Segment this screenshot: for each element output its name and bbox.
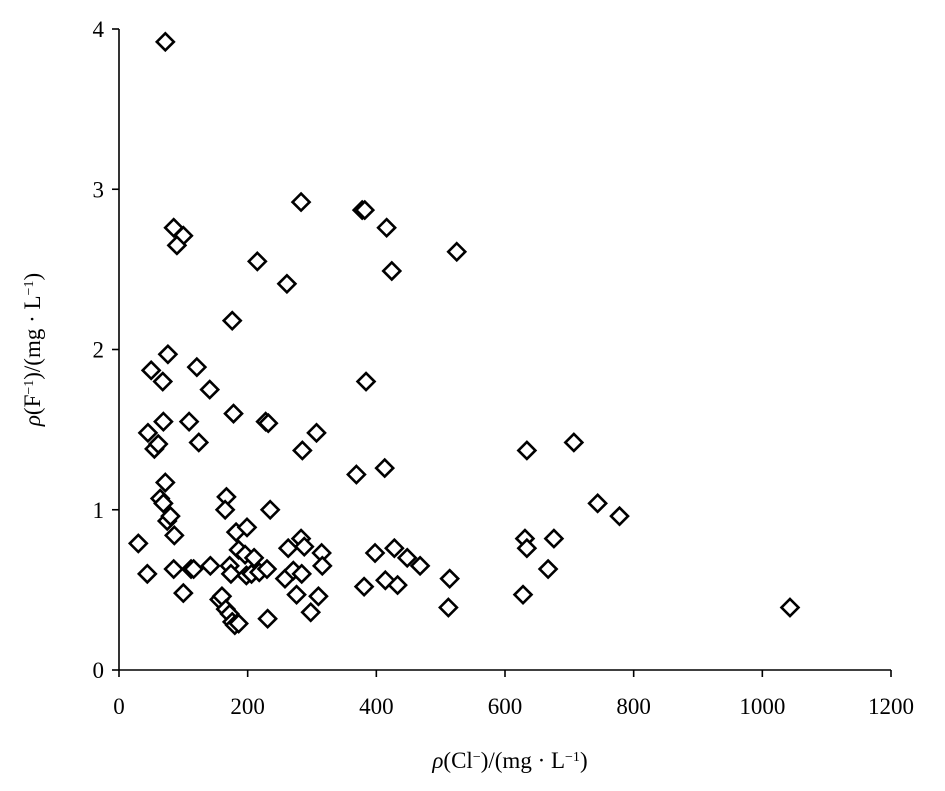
x-label-unit-superscript: −1 bbox=[565, 750, 580, 765]
data-point bbox=[364, 542, 386, 564]
data-point bbox=[438, 597, 459, 618]
y-label-unit: )/(mg · L bbox=[20, 295, 45, 379]
y-tick-label: 4 bbox=[93, 17, 105, 42]
data-point bbox=[236, 517, 258, 538]
y-label-superscript: −1 bbox=[22, 380, 37, 395]
data-point bbox=[166, 234, 188, 256]
data-point bbox=[609, 505, 630, 527]
y-label-part: (F bbox=[20, 395, 45, 415]
x-tick-label: 200 bbox=[230, 694, 265, 719]
data-point bbox=[221, 310, 243, 331]
y-label-symbol: ρ bbox=[20, 415, 45, 427]
data-point bbox=[563, 432, 585, 453]
data-point bbox=[381, 260, 403, 282]
data-point bbox=[256, 558, 278, 580]
data-point bbox=[157, 343, 179, 365]
x-tick-label: 0 bbox=[113, 694, 125, 719]
data-point bbox=[257, 608, 278, 630]
data-point bbox=[127, 533, 149, 554]
data-point bbox=[384, 537, 405, 559]
data-point bbox=[387, 574, 408, 596]
data-point bbox=[183, 558, 204, 580]
data-point bbox=[147, 433, 169, 455]
y-tick-label: 2 bbox=[93, 338, 105, 363]
data-point bbox=[374, 457, 396, 479]
data-point bbox=[277, 537, 299, 559]
data-point bbox=[291, 563, 313, 585]
data-point bbox=[172, 582, 194, 604]
data-point bbox=[396, 547, 418, 569]
data-point bbox=[154, 31, 176, 53]
data-point bbox=[306, 422, 327, 444]
data-point bbox=[214, 499, 236, 521]
data-point bbox=[376, 217, 397, 239]
y-tick-label: 3 bbox=[93, 177, 105, 202]
data-point bbox=[516, 537, 538, 559]
data-point bbox=[160, 505, 181, 527]
data-point bbox=[346, 464, 367, 485]
data-point bbox=[409, 555, 431, 577]
data-point bbox=[220, 563, 242, 585]
y-tick-label: 1 bbox=[93, 498, 105, 523]
data-point bbox=[259, 499, 281, 521]
data-point bbox=[446, 241, 468, 263]
data-point bbox=[290, 191, 312, 213]
data-point bbox=[512, 584, 534, 606]
data-point bbox=[257, 412, 279, 434]
x-tick-label: 1200 bbox=[868, 694, 914, 719]
data-point bbox=[246, 251, 268, 272]
data-point bbox=[178, 411, 200, 432]
data-point bbox=[587, 493, 608, 514]
data-point bbox=[543, 528, 565, 549]
x-label-symbol: ρ bbox=[431, 748, 443, 773]
data-point bbox=[154, 472, 176, 493]
data-point bbox=[199, 379, 221, 400]
data-points bbox=[127, 31, 801, 636]
data-point bbox=[537, 558, 559, 580]
data-point bbox=[163, 525, 185, 546]
data-point bbox=[311, 555, 333, 577]
x-tick-label: 400 bbox=[359, 694, 394, 719]
x-label-unit: )/(mg · L bbox=[481, 748, 565, 773]
data-point bbox=[188, 432, 210, 453]
y-tick-label: 0 bbox=[93, 658, 105, 683]
data-point bbox=[292, 440, 313, 461]
data-point bbox=[153, 493, 174, 514]
y-label-close: ) bbox=[20, 273, 45, 281]
y-label-unit-superscript: −1 bbox=[22, 281, 37, 296]
data-point bbox=[136, 563, 158, 585]
data-point bbox=[439, 568, 461, 589]
x-label-superscript: − bbox=[473, 750, 481, 765]
data-point bbox=[286, 584, 307, 606]
x-label-part: (Cl bbox=[443, 748, 472, 773]
data-point bbox=[293, 536, 315, 557]
data-point bbox=[276, 273, 298, 295]
data-point bbox=[779, 597, 801, 618]
data-point bbox=[228, 613, 249, 634]
data-point bbox=[153, 411, 174, 432]
x-label-close: ) bbox=[580, 748, 588, 773]
data-point bbox=[300, 601, 322, 623]
data-point bbox=[353, 576, 375, 598]
data-point bbox=[355, 371, 377, 392]
x-tick-label: 1000 bbox=[739, 694, 785, 719]
data-point bbox=[308, 585, 329, 607]
data-point bbox=[516, 440, 538, 461]
y-axis-label: ρ(F−1)/(mg · L−1) bbox=[20, 273, 45, 427]
data-point bbox=[163, 558, 185, 580]
data-point bbox=[140, 359, 162, 381]
x-tick-label: 800 bbox=[616, 694, 651, 719]
x-tick-label: 600 bbox=[488, 694, 523, 719]
data-point bbox=[152, 371, 174, 392]
data-point bbox=[200, 555, 221, 577]
data-point bbox=[137, 422, 159, 444]
tick-group: 0 200 400 600 800 1000 1200 0 1 2 3 4 bbox=[93, 17, 915, 719]
data-point bbox=[223, 403, 244, 424]
x-axis-label: ρ(Cl−)/(mg · L−1) bbox=[431, 748, 587, 773]
data-point bbox=[354, 199, 376, 221]
data-point bbox=[186, 356, 208, 378]
